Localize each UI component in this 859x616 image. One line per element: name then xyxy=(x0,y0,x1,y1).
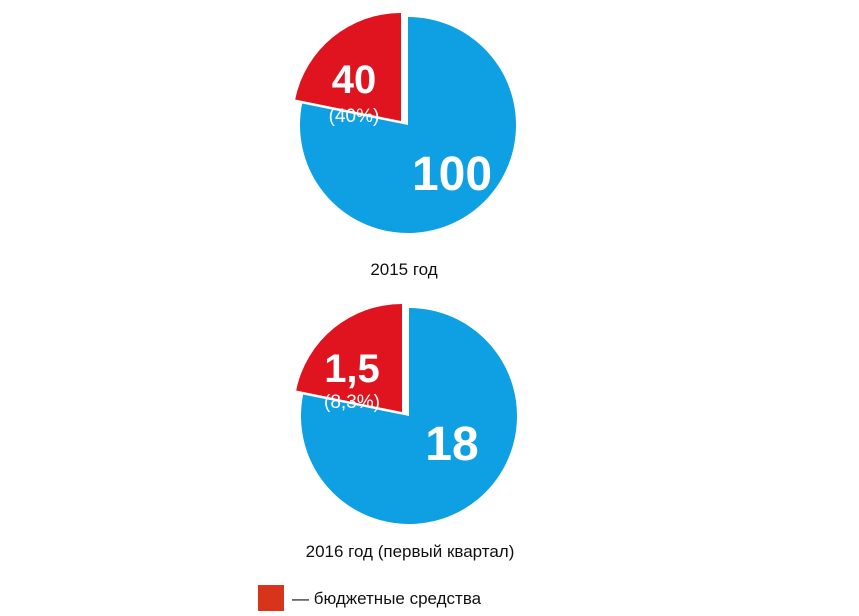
pie-slice-budget-2015 xyxy=(295,13,401,121)
slice-value-label-budget-2015: 40 xyxy=(332,58,377,102)
chart-caption-2015: 2015 год xyxy=(370,260,437,279)
legend: — бюджетные средства xyxy=(258,585,482,611)
legend-swatch-budget xyxy=(258,585,284,611)
pie-chart-2015: 40 (40%) 100 2015 год xyxy=(295,13,516,279)
pie-slice-main-2015 xyxy=(299,17,516,233)
slice-value-label-budget-2016: 1,5 xyxy=(324,347,380,391)
chart-caption-2016: 2016 год (первый квартал) xyxy=(306,542,515,561)
pie-slice-main-2016 xyxy=(301,308,517,525)
slice-percent-label-budget-2016: (8,3%) xyxy=(324,392,380,413)
slice-percent-label-budget-2015: (40%) xyxy=(329,106,380,127)
slice-value-label-main-2016: 18 xyxy=(425,418,478,471)
legend-label-budget: — бюджетные средства xyxy=(292,589,482,608)
pie-slice-budget-2016 xyxy=(296,304,402,412)
slice-value-label-main-2015: 100 xyxy=(412,148,492,201)
pie-chart-2016: 1,5 (8,3%) 18 2016 год (первый квартал) xyxy=(296,304,517,561)
